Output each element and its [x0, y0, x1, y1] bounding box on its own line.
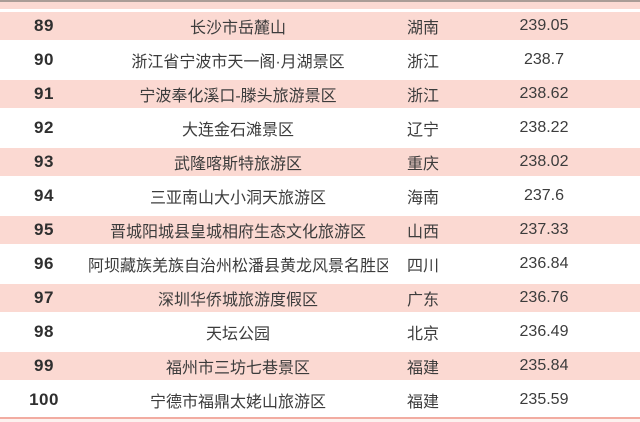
rank-cell: 97: [34, 288, 54, 307]
name-cell: 阿坝藏族羌族自治州松潘县黄龙风景名胜区: [88, 258, 388, 275]
name-cell: 宁波奉化溪口-滕头旅游景区: [139, 88, 337, 105]
province-cell: 广东: [406, 292, 439, 309]
table-row: 89 长沙市岳麓山 湖南 239.05: [0, 9, 640, 43]
rank-cell: 93: [34, 152, 54, 171]
rank-cell: 98: [34, 322, 54, 341]
province-cell: 海南: [406, 190, 439, 207]
score-cell: 237.6: [523, 187, 565, 204]
province-cell: 湖南: [406, 20, 439, 37]
rank-cell: 90: [34, 50, 54, 69]
name-cell: 天坛公园: [205, 326, 270, 343]
name-cell: 大连金石滩景区: [181, 122, 294, 139]
table-row: 96 阿坝藏族羌族自治州松潘县黄龙风景名胜区 四川 236.84: [0, 247, 640, 281]
score-cell: 238.62: [519, 85, 569, 102]
table-row: 93 武隆喀斯特旅游区 重庆 238.02: [0, 145, 640, 179]
name-cell: 长沙市岳麓山: [189, 20, 286, 37]
province-cell: 四川: [406, 258, 439, 275]
name-cell: 三亚南山大小洞天旅游区: [149, 190, 326, 207]
score-cell: 236.49: [519, 323, 569, 340]
name-cell: 福州市三坊七巷景区: [165, 360, 310, 377]
score-cell: 236.84: [519, 255, 569, 272]
province-cell: 福建: [406, 394, 439, 411]
name-cell: 深圳华侨城旅游度假区: [157, 292, 318, 309]
score-cell: 238.7: [523, 51, 565, 68]
score-cell: 235.59: [519, 391, 569, 408]
rank-cell: 92: [34, 118, 54, 137]
score-cell: 238.22: [519, 119, 569, 136]
name-cell: 武隆喀斯特旅游区: [173, 156, 302, 173]
name-cell: 宁德市福鼎太姥山旅游区: [149, 394, 326, 411]
rank-cell: 95: [34, 220, 54, 239]
table-body: 89 长沙市岳麓山 湖南 239.05 90 浙江省宁波市天一阁·月湖景区 浙江…: [0, 9, 640, 417]
province-cell: 福建: [406, 360, 439, 377]
table-row: 92 大连金石滩景区 辽宁 238.22: [0, 111, 640, 145]
name-cell: 晋城阳城县皇城相府生态文化旅游区: [109, 224, 366, 241]
province-cell: 重庆: [406, 156, 439, 173]
table-row: 100 宁德市福鼎太姥山旅游区 福建 235.59: [0, 383, 640, 417]
province-cell: 山西: [406, 224, 439, 241]
table-row: 91 宁波奉化溪口-滕头旅游景区 浙江 238.62: [0, 77, 640, 111]
province-cell: 辽宁: [406, 122, 439, 139]
table-row: 95 晋城阳城县皇城相府生态文化旅游区 山西 237.33: [0, 213, 640, 247]
score-cell: 236.76: [519, 289, 569, 306]
rank-cell: 99: [34, 356, 54, 375]
province-cell: 浙江: [406, 54, 439, 71]
table-row: 90 浙江省宁波市天一阁·月湖景区 浙江 238.7: [0, 43, 640, 77]
rank-cell: 94: [34, 186, 54, 205]
score-cell: 237.33: [519, 221, 569, 238]
score-cell: 239.05: [519, 17, 569, 34]
rank-cell: 100: [29, 390, 59, 409]
province-cell: 北京: [406, 326, 439, 343]
name-cell: 浙江省宁波市天一阁·月湖景区: [131, 54, 345, 71]
province-cell: 浙江: [406, 88, 439, 105]
rank-cell: 91: [34, 84, 54, 103]
rank-cell: 89: [34, 16, 54, 35]
previous-row-partial-strip: [0, 0, 640, 9]
next-row-partial-strip: [0, 417, 640, 422]
table-row: 97 深圳华侨城旅游度假区 广东 236.76: [0, 281, 640, 315]
table-row: 94 三亚南山大小洞天旅游区 海南 237.6: [0, 179, 640, 213]
table-row: 98 天坛公园 北京 236.49: [0, 315, 640, 349]
score-cell: 235.84: [519, 357, 569, 374]
score-cell: 238.02: [519, 153, 569, 170]
rank-cell: 96: [34, 254, 54, 273]
table-row: 99 福州市三坊七巷景区 福建 235.84: [0, 349, 640, 383]
